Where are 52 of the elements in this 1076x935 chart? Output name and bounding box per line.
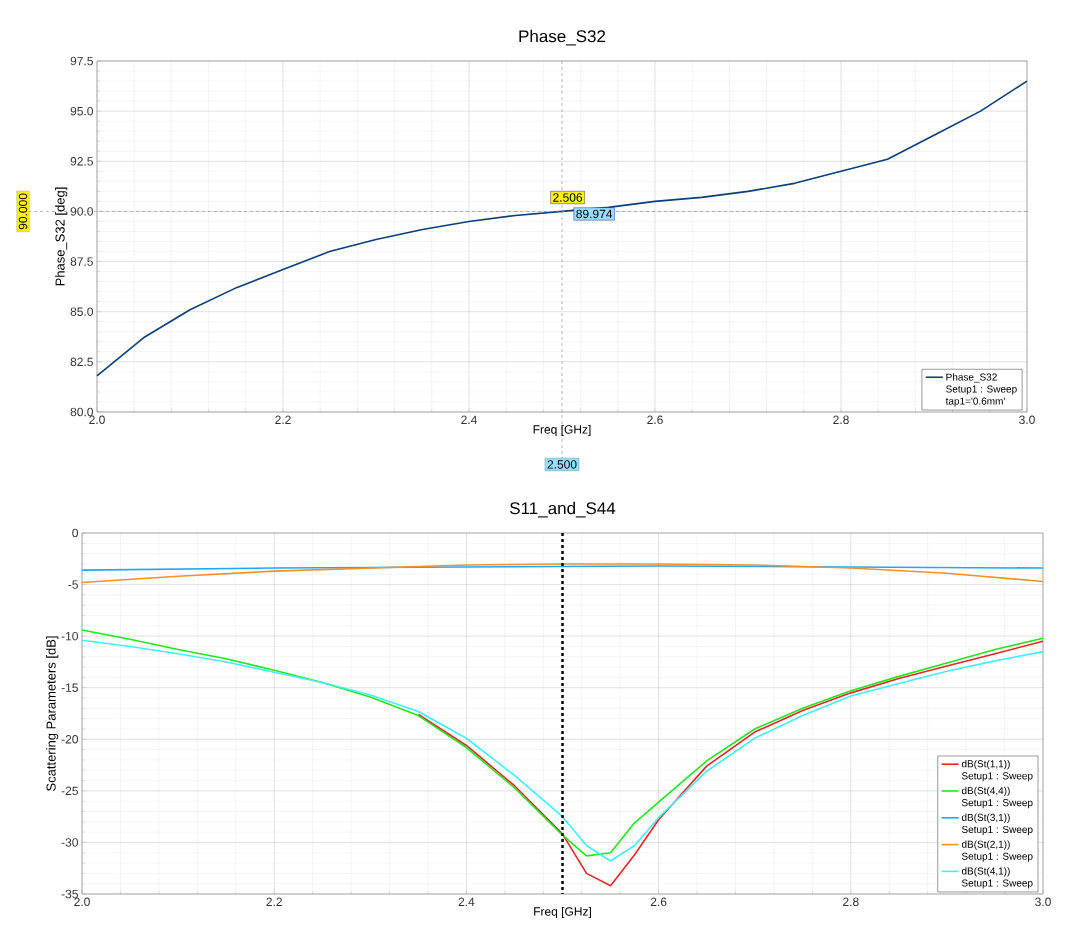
x-tick-label: 2.0 [74,897,90,907]
y-tick-label: -35 [61,889,78,899]
annotation: 89.974 [576,209,613,219]
annotation: Setup1 : Sweep [961,879,1033,889]
y-tick-label: -30 [61,838,78,847]
y-tick-label: 92.5 [70,157,93,166]
y-tick-label: 80.0 [70,407,93,417]
x-tick-label: 2.4 [458,897,475,906]
legend-label: dB(St(2,1)) [961,840,1010,850]
y-tick-label: -5 [68,580,78,589]
x-tick-label: 3.0 [1019,415,1035,425]
legend-label: Phase_S32 [946,373,997,383]
y-tick-label: -10 [61,631,78,641]
x-tick-label: 2.0 [89,415,105,425]
y-tick-label: 95.0 [70,106,93,116]
y-tick-label: 90.0 [70,207,93,216]
chart-title: S11_and_S44 [510,501,616,518]
x-tick-label: 2.8 [843,897,859,907]
legend-label: dB(St(3,1)) [961,813,1010,823]
x-tick-label: 2.6 [650,897,667,907]
ref-line-label: 2.500 [547,460,577,469]
y-tick-label: 97.5 [70,56,93,66]
y-tick-label: 85.0 [70,307,93,316]
x-tick-label: 2.2 [275,415,291,424]
y-tick-label: -15 [61,683,78,692]
annotation: Setup1 : Sweep [961,772,1033,782]
y-axis-title: Phase_S32 [deg] [55,187,68,286]
line-series [417,640,1044,887]
annotation: 2.506 [553,193,583,202]
annotation: Setup1 : Sweep [961,825,1033,835]
chart-title: Phase_S32 [519,29,606,46]
legend-label: dB(St(4,1)) [961,867,1010,877]
y-tick-label: 0 [72,528,79,538]
x-axis-title: Freq [GHz] [534,906,591,919]
annotation: Setup1 : Sweep [961,852,1033,862]
x-tick-label: 2.4 [461,415,477,424]
annotation: Setup1 : Sweep [946,385,1017,395]
y-tick-label: 87.5 [70,257,93,266]
x-tick-label: 2.2 [266,897,282,906]
annotation: tap1='0.6mm' [945,397,1005,407]
x-axis-title: Freq [GHz] [533,424,591,437]
y-tick-label: 82.5 [70,357,93,367]
x-tick-label: 3.0 [1035,897,1051,907]
ref-line-label: 90.000 [18,193,28,230]
annotation: Setup1 : Sweep [961,799,1033,809]
y-axis-title: Scattering Parameters [dB] [46,636,59,791]
x-tick-label: 2.8 [833,415,849,425]
y-tick-label: -20 [61,735,78,744]
x-tick-label: 2.6 [647,415,663,425]
y-tick-label: -25 [61,786,78,796]
legend-label: dB(St(4,4)) [961,786,1010,797]
legend-label: dB(St(1,1)) [961,760,1010,770]
